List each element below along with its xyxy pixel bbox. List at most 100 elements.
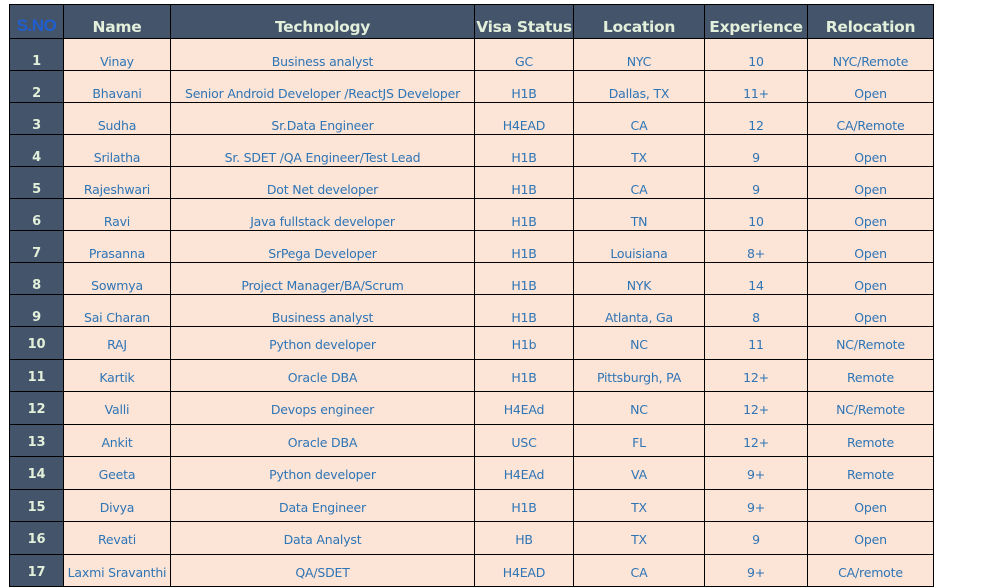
table-row[interactable]: 15 Divya Data Engineer H1B TX 9+ Open (9, 488, 934, 522)
table-row[interactable]: 8 Sowmya Project Manager/BA/Scrum H1B NYK 14 O… (9, 262, 934, 295)
cell-sno[interactable]: 11 (9, 358, 64, 392)
table-row[interactable]: 9 Sai Charan Business analyst H1B Atlanta, G… (9, 294, 934, 327)
cell-sno[interactable]: 1 (9, 38, 64, 71)
cell-sno[interactable]: 16 (9, 521, 64, 555)
cell-location[interactable]: NYK (573, 262, 705, 295)
cell-sno[interactable]: 6 (9, 198, 64, 231)
cell-name[interactable]: Bhavani (63, 70, 171, 103)
cell-relocation[interactable]: Remote (807, 423, 934, 457)
cell-technology[interactable]: Oracle DBA (170, 358, 475, 392)
cell-name[interactable]: Sudha (63, 102, 171, 135)
cell-sno[interactable]: 14 (9, 456, 64, 490)
cell-sno[interactable]: 12 (9, 391, 64, 425)
cell-name[interactable]: Ravi (63, 198, 171, 231)
cell-name[interactable]: RAJ (63, 326, 171, 360)
cell-experience[interactable]: 12+ (704, 358, 808, 392)
cell-name[interactable]: Divya (63, 488, 171, 522)
cell-experience[interactable]: 9+ (704, 553, 808, 587)
cell-relocation[interactable]: Open (807, 294, 934, 327)
cell-sno[interactable]: 15 (9, 488, 64, 522)
cell-location[interactable]: VA (573, 456, 705, 490)
cell-technology[interactable]: Project Manager/BA/Scrum (170, 262, 475, 295)
table-row[interactable]: 14 Geeta Python developer H4EAd VA 9+ Remote (9, 456, 934, 490)
cell-experience[interactable]: 9 (704, 521, 808, 555)
table-row[interactable]: 16 Revati Data Analyst HB TX 9 Open (9, 521, 934, 555)
cell-location[interactable]: NYC (573, 38, 705, 71)
cell-relocation[interactable]: Open (807, 521, 934, 555)
cell-location[interactable]: TX (573, 521, 705, 555)
cell-visa-status[interactable]: H1B (474, 134, 574, 167)
cell-technology[interactable]: Data Engineer (170, 488, 475, 522)
cell-location[interactable]: CA (573, 166, 705, 199)
cell-relocation[interactable]: Open (807, 198, 934, 231)
cell-experience[interactable]: 11 (704, 326, 808, 360)
table-row[interactable]: 4 Srilatha Sr. SDET /QA Engineer/Test Lead… (9, 134, 934, 167)
column-header-experience[interactable]: Experience (704, 4, 808, 39)
cell-visa-status[interactable]: H4EAD (474, 102, 574, 135)
column-header-visa-status[interactable]: Visa Status (474, 4, 574, 39)
cell-experience[interactable]: 9 (704, 134, 808, 167)
cell-sno[interactable]: 2 (9, 70, 64, 103)
table-row[interactable]: 6 Ravi Java fullstack developer H1B TN 10 Open (9, 198, 934, 231)
column-header-name[interactable]: Name (63, 4, 171, 39)
cell-location[interactable]: CA (573, 102, 705, 135)
cell-name[interactable]: Ankit (63, 423, 171, 457)
cell-name[interactable]: Revati (63, 521, 171, 555)
cell-technology[interactable]: Python developer (170, 326, 475, 360)
cell-name[interactable]: Vinay (63, 38, 171, 71)
cell-location[interactable]: TX (573, 134, 705, 167)
cell-experience[interactable]: 12 (704, 102, 808, 135)
cell-visa-status[interactable]: HB (474, 521, 574, 555)
cell-visa-status[interactable]: H4EAD (474, 553, 574, 587)
cell-experience[interactable]: 9+ (704, 488, 808, 522)
cell-visa-status[interactable]: H1b (474, 326, 574, 360)
cell-location[interactable]: TN (573, 198, 705, 231)
cell-sno[interactable]: 9 (9, 294, 64, 327)
cell-relocation[interactable]: Open (807, 262, 934, 295)
table-row[interactable]: 17 Laxmi Sravanthi QA/SDET H4EAD CA 9+ CA/remo… (9, 553, 934, 587)
cell-location[interactable]: Atlanta, Ga (573, 294, 705, 327)
column-header-relocation[interactable]: Relocation (807, 4, 934, 39)
cell-location[interactable]: Louisiana (573, 230, 705, 263)
cell-technology[interactable]: SrPega Developer (170, 230, 475, 263)
cell-sno[interactable]: 3 (9, 102, 64, 135)
cell-sno[interactable]: 7 (9, 230, 64, 263)
cell-experience[interactable]: 12+ (704, 391, 808, 425)
cell-name[interactable]: Rajeshwari (63, 166, 171, 199)
cell-visa-status[interactable]: GC (474, 38, 574, 71)
cell-technology[interactable]: Business analyst (170, 294, 475, 327)
table-row[interactable]: 7 Prasanna SrPega Developer H1B Louisiana 8+ O… (9, 230, 934, 263)
cell-location[interactable]: Dallas, TX (573, 70, 705, 103)
cell-name[interactable]: Prasanna (63, 230, 171, 263)
cell-location[interactable]: NC (573, 326, 705, 360)
cell-sno[interactable]: 17 (9, 553, 64, 587)
cell-name[interactable]: Laxmi Sravanthi (63, 553, 171, 587)
cell-experience[interactable]: 8+ (704, 230, 808, 263)
table-row[interactable]: 11 Kartik Oracle DBA H1B Pittsburgh, PA 12+ Re… (9, 358, 934, 392)
table-row[interactable]: 10 RAJ Python developer H1b NC 11 NC/Remote (9, 326, 934, 360)
cell-visa-status[interactable]: USC (474, 423, 574, 457)
cell-visa-status[interactable]: H1B (474, 488, 574, 522)
cell-sno[interactable]: 13 (9, 423, 64, 457)
table-row[interactable]: 3 Sudha Sr.Data Engineer H4EAD CA 12 CA/Remote (9, 102, 934, 135)
cell-experience[interactable]: 14 (704, 262, 808, 295)
cell-technology[interactable]: Python developer (170, 456, 475, 490)
cell-technology[interactable]: Java fullstack developer (170, 198, 475, 231)
cell-technology[interactable]: Devops engineer (170, 391, 475, 425)
cell-relocation[interactable]: Open (807, 230, 934, 263)
cell-technology[interactable]: Dot Net developer (170, 166, 475, 199)
table-row[interactable]: 1 Vinay Business analyst GC NYC 10 NYC/Remote (9, 38, 934, 71)
cell-visa-status[interactable]: H1B (474, 166, 574, 199)
cell-relocation[interactable]: CA/Remote (807, 102, 934, 135)
cell-relocation[interactable]: NYC/Remote (807, 38, 934, 71)
cell-visa-status[interactable]: H1B (474, 358, 574, 392)
cell-technology[interactable]: Sr.Data Engineer (170, 102, 475, 135)
cell-experience[interactable]: 12+ (704, 423, 808, 457)
cell-visa-status[interactable]: H1B (474, 262, 574, 295)
table-row[interactable]: 12 Valli Devops engineer H4EAd NC 12+ NC/Remot… (9, 391, 934, 425)
cell-experience[interactable]: 10 (704, 38, 808, 71)
cell-experience[interactable]: 9 (704, 166, 808, 199)
cell-name[interactable]: Kartik (63, 358, 171, 392)
cell-visa-status[interactable]: H1B (474, 70, 574, 103)
cell-name[interactable]: Sowmya (63, 262, 171, 295)
